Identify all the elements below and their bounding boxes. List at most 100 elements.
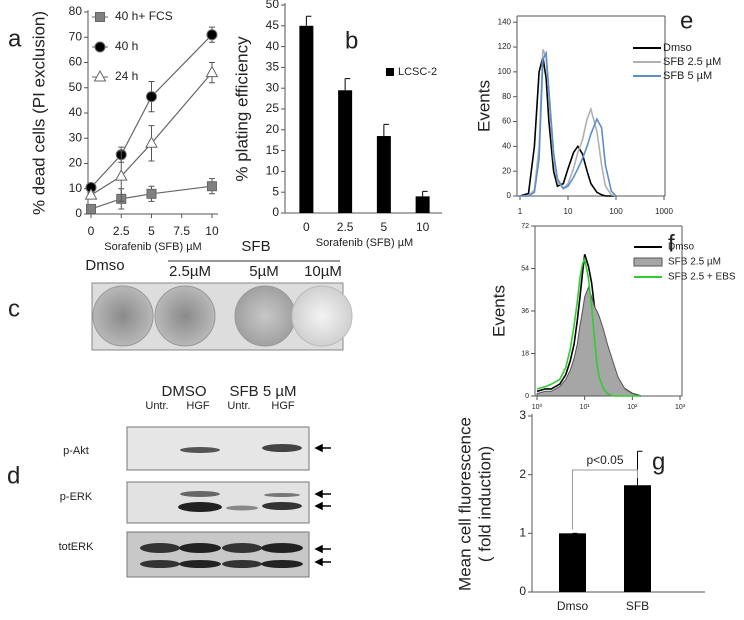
- marker: [84, 188, 98, 200]
- y-tick-label: 10: [69, 181, 83, 195]
- y-tick-label: 60: [69, 55, 83, 69]
- error-bar: [422, 190, 428, 197]
- well: [92, 285, 154, 347]
- y-tick-label: 25: [266, 101, 280, 115]
- x-tick-label: 10¹: [580, 404, 591, 411]
- y-tick-label: 120: [498, 42, 512, 51]
- lane-label: Untr.: [145, 400, 168, 412]
- lane-label: HGF: [186, 400, 210, 412]
- y-tick-label: 45: [266, 18, 280, 32]
- panel-letter: a: [8, 25, 22, 52]
- legend-label: SFB 2.5 + EBS: [668, 272, 736, 283]
- y-tick-label: 0: [519, 584, 526, 598]
- area: [536, 285, 641, 397]
- bar: [559, 533, 586, 592]
- legend-label: Dmso: [668, 242, 695, 253]
- y-tick-label: 54: [521, 265, 529, 272]
- annotation: p<0.05: [586, 453, 623, 467]
- panel-letter: b: [345, 27, 358, 54]
- x-tick-label: 10³: [675, 404, 686, 411]
- lane-label: Untr.: [227, 400, 250, 412]
- legend-label: LCSC-2: [398, 66, 437, 78]
- x-tick-label: 0: [303, 220, 310, 234]
- error-bar: [383, 123, 389, 137]
- plate-label: 10µM: [304, 263, 342, 280]
- panel-letter: e: [680, 7, 693, 34]
- well: [154, 285, 216, 347]
- x-tick-label: 5: [148, 224, 155, 238]
- bar: [376, 136, 391, 213]
- row-label: totERK: [59, 541, 95, 553]
- x-tick-label: 0: [88, 224, 95, 238]
- legend-swatch: [634, 276, 662, 278]
- y-tick-label: 0: [507, 191, 512, 200]
- y-axis-title: Events: [474, 80, 493, 132]
- y-tick-label: 0: [272, 205, 279, 219]
- marker: [114, 169, 128, 181]
- y-tick-label: 72: [521, 223, 529, 230]
- legend-marker: [94, 41, 106, 53]
- y-tick-label: 80: [69, 4, 83, 18]
- legend-swatch: [633, 75, 661, 77]
- line: [520, 50, 617, 197]
- y-tick-label: 40: [266, 39, 280, 53]
- row-label: p-Akt: [63, 445, 89, 457]
- marker: [206, 181, 217, 192]
- group-label: SFB: [241, 238, 270, 255]
- y-tick-label: 100: [498, 67, 512, 76]
- y-axis-title: % plating efficiency: [232, 36, 251, 182]
- well: [234, 285, 296, 347]
- bar: [338, 90, 353, 213]
- error-bar: [305, 15, 312, 26]
- error-bar: [344, 78, 351, 91]
- marker: [86, 203, 97, 214]
- y-axis-title: % dead cells (PI exclusion): [29, 11, 48, 215]
- group-label: DMSO: [162, 383, 207, 400]
- line: [536, 256, 641, 397]
- x-axis-title: Sorafenib (SFB) µM: [316, 237, 413, 249]
- y-axis-title: Events: [489, 285, 508, 337]
- y-tick-label: 40: [69, 105, 83, 119]
- x-tick-label: 2.5: [113, 224, 130, 238]
- y-tick-label: 20: [502, 166, 511, 175]
- x-tick-label: 10: [416, 220, 430, 234]
- marker: [146, 188, 157, 199]
- bar: [624, 485, 651, 592]
- plate-label: Dmso: [85, 257, 124, 274]
- blot-images: [126, 426, 331, 578]
- y-tick-label: 50: [69, 80, 83, 94]
- x-tick-label: 7.5: [173, 224, 190, 238]
- x-tick-label: 10²: [627, 404, 638, 411]
- legend-label: SFB 5 µM: [663, 70, 712, 82]
- y-tick-label: 70: [69, 29, 83, 43]
- y-tick-label: 1: [519, 526, 526, 540]
- x-tick-label: SFB: [626, 599, 649, 613]
- well: [291, 285, 353, 347]
- y-tick-label: 5: [272, 184, 279, 198]
- panel-letter: c: [8, 295, 20, 322]
- legend-label: 40 h+ FCS: [115, 9, 173, 23]
- line: [519, 56, 616, 197]
- y-tick-label: 80: [502, 92, 511, 101]
- group-label: SFB 5 µM: [230, 383, 297, 400]
- marker: [206, 29, 218, 41]
- panel-letter: d: [7, 462, 20, 489]
- y-tick-label: 60: [502, 117, 511, 126]
- x-tick-label: 1: [518, 207, 523, 216]
- legend-swatch: [633, 47, 661, 49]
- legend-label: 24 h: [115, 69, 138, 83]
- marker: [145, 91, 157, 103]
- plate-label: 5µM: [249, 263, 278, 280]
- significance-bracket: [572, 469, 638, 530]
- y-tick-label: 35: [266, 60, 280, 74]
- y-tick-label: 36: [521, 308, 529, 315]
- legend-marker: [95, 12, 105, 22]
- legend-swatch: [633, 61, 661, 63]
- y-tick-label: 0: [75, 206, 82, 220]
- y-tick-label: 10: [266, 164, 280, 178]
- y-axis-title: ( fold induction): [475, 446, 494, 562]
- x-tick-label: 1000: [655, 207, 673, 216]
- y-tick-label: 18: [521, 350, 529, 357]
- y-tick-label: 0: [525, 393, 529, 400]
